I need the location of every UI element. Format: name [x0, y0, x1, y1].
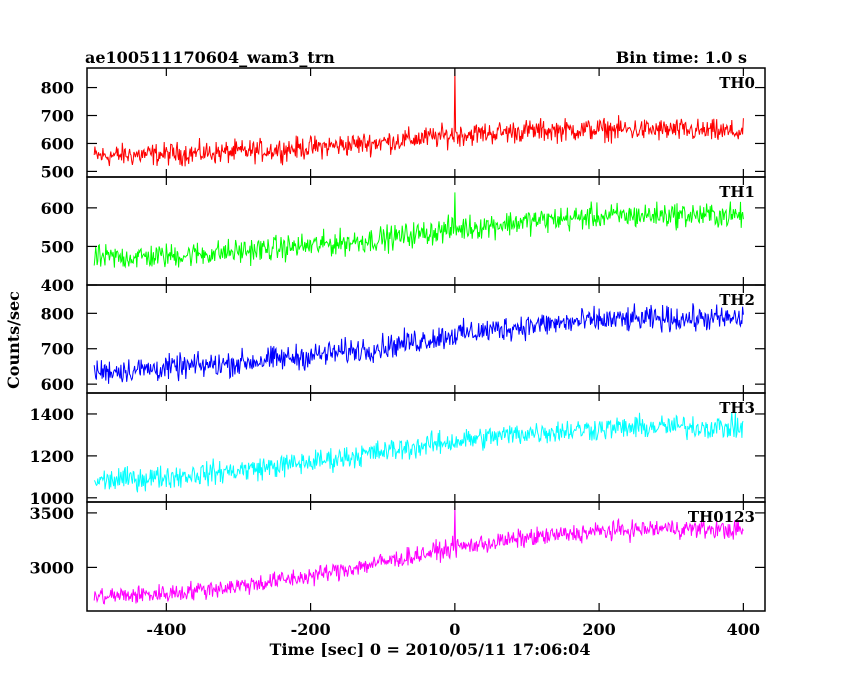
y-tick-label: 1400: [29, 405, 74, 424]
panel-name-label: TH3: [719, 399, 755, 417]
y-tick-label: 800: [41, 79, 74, 98]
x-tick-label: -200: [291, 620, 331, 639]
series-line-th0123: [93, 506, 744, 605]
panel-name-label: TH1: [719, 183, 755, 201]
panel-frame: [86, 284, 766, 394]
chart-title: ae100511170604_wam3_trn: [85, 48, 335, 67]
y-tick-label: 3000: [29, 558, 74, 577]
x-axis-label: Time [sec] 0 = 2010/05/11 17:06:04: [270, 640, 591, 659]
y-tick-label: 800: [41, 304, 74, 323]
y-tick-label: 600: [41, 134, 74, 153]
x-tick-label: 200: [582, 620, 615, 639]
panel-th0123: 3000 3500 TH0123: [29, 501, 766, 612]
y-tick-label: 3500: [29, 504, 74, 523]
x-tick-label: -400: [146, 620, 186, 639]
panel-name-label: TH0123: [688, 508, 755, 526]
y-tick-label: 500: [41, 237, 74, 256]
panel-th1: 400 500 600 TH1: [41, 176, 766, 295]
y-tick-label: 500: [41, 162, 74, 181]
y-tick-label: 400: [41, 276, 74, 295]
series-line-th3: [93, 412, 744, 493]
panel-th0: 500 600 700 800 TH0: [41, 67, 766, 181]
x-tick-label: 400: [727, 620, 760, 639]
series-line-th2: [93, 303, 744, 384]
x-tick-label: 0: [449, 620, 460, 639]
bin-time-label: Bin time: 1.0 s: [616, 48, 747, 67]
y-tick-label: 600: [41, 375, 74, 394]
y-tick-label: 1200: [29, 447, 74, 466]
y-tick-label: 700: [41, 107, 74, 126]
panel-name-label: TH0: [719, 74, 755, 92]
y-axis-label: Counts/sec: [4, 291, 23, 389]
panel-th3: 1000 1200 1400 TH3: [29, 392, 766, 508]
panel-th2: 600 700 800 TH2: [41, 284, 766, 394]
series-line-th1: [93, 192, 744, 269]
y-tick-label: 600: [41, 199, 74, 218]
y-tick-label: 700: [41, 340, 74, 359]
panel-frame: [86, 501, 766, 612]
panel-name-label: TH2: [719, 291, 755, 309]
y-tick-label: 1000: [29, 489, 74, 508]
series-line-th0: [93, 69, 744, 167]
panels-group: 500 600 700 800 TH0 400 500 600 TH1 600 700 800 TH2 1…: [29, 67, 766, 639]
